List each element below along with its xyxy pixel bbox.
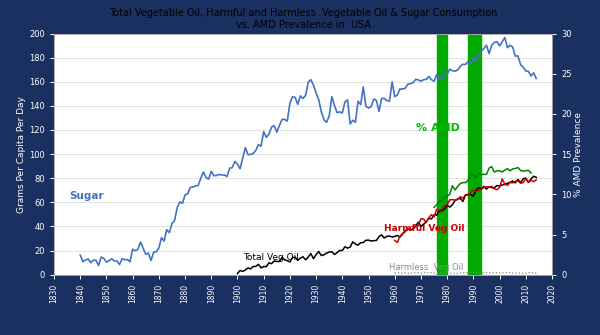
Text: % AMD: % AMD	[416, 123, 460, 133]
Title: Total Vegetable Oil, Harmful and Harmless  Vegetable Oil & Sugar Consumption
vs.: Total Vegetable Oil, Harmful and Harmles…	[109, 8, 497, 30]
Y-axis label: % AMD Prevalence: % AMD Prevalence	[574, 112, 583, 197]
Text: Total Veg Oil: Total Veg Oil	[243, 253, 299, 262]
Bar	[437, 34, 447, 275]
Text: Harmless  Veg Oil: Harmless Veg Oil	[389, 263, 464, 272]
Bar	[468, 34, 481, 275]
Y-axis label: Grams Per Capita Per Day: Grams Per Capita Per Day	[17, 96, 26, 212]
Text: Sugar: Sugar	[70, 191, 104, 201]
Text: Harmful Veg Oil: Harmful Veg Oil	[384, 224, 465, 233]
